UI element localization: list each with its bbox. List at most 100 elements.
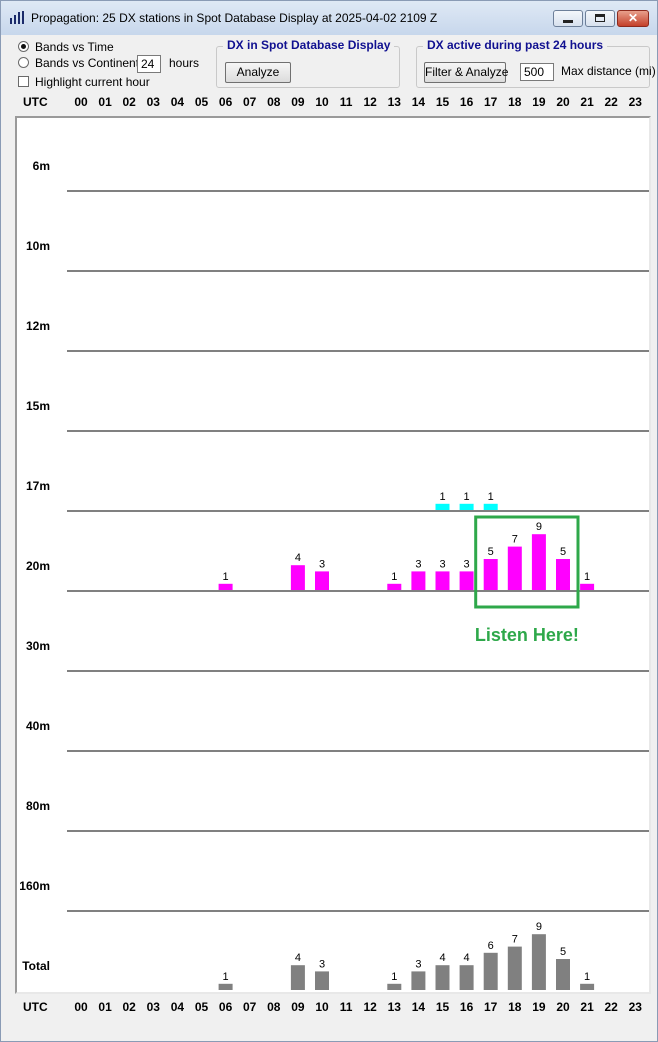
active-dx-group: DX active during past 24 hours (416, 38, 650, 88)
bar-Total-16 (459, 965, 474, 990)
hour-label-12: 12 (363, 1000, 377, 1014)
bar-value-20m-18: 7 (512, 534, 518, 546)
bar-20m-18 (507, 546, 522, 590)
hour-label-17: 17 (484, 1000, 498, 1014)
highlight-current-hour-label: Highlight current hour (35, 75, 150, 89)
bar-value-Total-15: 4 (439, 952, 445, 964)
hour-label-02: 02 (122, 1000, 136, 1014)
hour-label-17: 17 (484, 95, 498, 109)
bar-17m-16 (459, 503, 474, 510)
hour-label-06: 06 (218, 95, 233, 109)
bar-20m-06 (218, 583, 233, 590)
utc-label-top: UTC (23, 95, 48, 109)
bar-value-17m-15: 1 (439, 491, 445, 503)
band-label-20m: 20m (26, 559, 50, 573)
hour-label-18: 18 (508, 1000, 522, 1014)
bands-vs-time-label: Bands vs Time (35, 40, 114, 54)
hour-label-00: 00 (74, 95, 88, 109)
bar-value-20m-19: 9 (536, 521, 542, 533)
max-distance-input[interactable] (520, 63, 554, 81)
bar-value-20m-16: 3 (464, 558, 470, 570)
hour-label-11: 11 (339, 95, 353, 109)
hour-label-03: 03 (146, 95, 160, 109)
bar-Total-10 (315, 971, 329, 990)
bar-value-Total-16: 4 (464, 952, 470, 964)
minimize-button[interactable] (553, 10, 583, 27)
utc-hour-header-top: UTC 00 01 02 03 04 05 06 07 08 09 10 11 12 13 14 15 16 17… (1, 92, 657, 112)
hour-label-05: 05 (194, 95, 209, 109)
bar-value-Total-21: 1 (584, 971, 590, 983)
title-bar[interactable]: Propagation: 25 DX stations in Spot Data… (1, 1, 657, 35)
bar-value-Total-14: 3 (415, 958, 421, 970)
bands-vs-time-radio[interactable] (18, 41, 29, 52)
bar-20m-17 (483, 559, 498, 590)
hour-label-13: 13 (387, 1000, 401, 1014)
bar-Total-13 (387, 983, 402, 990)
maximize-icon (595, 14, 605, 22)
hour-label-04: 04 (170, 1000, 185, 1014)
bar-value-17m-16: 1 (464, 491, 470, 503)
bands-vs-continents-label: Bands vs Continents (35, 56, 146, 70)
propagation-chart: 6m 10m 12m 15m 17m 20m 30m 40m 80m 160m Total 1 1 1 1 4… (15, 116, 651, 994)
hour-label-04: 04 (170, 95, 185, 109)
hour-label-05: 05 (194, 1000, 209, 1014)
band-label-30m: 30m (26, 639, 50, 653)
propagation-chart-svg: 6m 10m 12m 15m 17m 20m 30m 40m 80m 160m Total 1 1 1 1 4… (19, 159, 649, 990)
band-label-40m: 40m (26, 719, 50, 733)
hour-label-14: 14 (411, 1000, 426, 1014)
bar-Total-17 (483, 952, 498, 990)
hour-label-23: 23 (628, 95, 642, 109)
hour-label-22: 22 (604, 95, 618, 109)
bar-value-20m-20: 5 (560, 546, 566, 558)
bar-20m-15 (435, 571, 450, 590)
hour-label-12: 12 (363, 95, 377, 109)
spot-database-group-title: DX in Spot Database Display (223, 38, 395, 52)
bar-20m-13 (387, 583, 402, 590)
bar-value-Total-17: 6 (488, 940, 494, 952)
bar-value-Total-19: 9 (536, 921, 542, 933)
hour-label-16: 16 (459, 1000, 474, 1014)
listen-here-label: Listen Here! (475, 625, 579, 645)
hour-label-01: 01 (98, 95, 112, 109)
window-title: Propagation: 25 DX stations in Spot Data… (31, 11, 438, 25)
hour-label-00: 00 (74, 1000, 88, 1014)
hour-label-08: 08 (267, 1000, 281, 1014)
bar-value-Total-20: 5 (560, 946, 566, 958)
hour-label-15: 15 (435, 1000, 450, 1014)
hour-label-02: 02 (122, 95, 136, 109)
bar-value-20m-09: 4 (295, 552, 301, 564)
bar-20m-09 (290, 565, 305, 590)
bar-value-20m-21: 1 (584, 571, 590, 583)
hour-label-19: 19 (532, 1000, 546, 1014)
highlight-current-hour-checkbox[interactable] (18, 76, 29, 87)
bar-value-17m-17: 1 (488, 491, 494, 503)
band-label-80m: 80m (26, 799, 50, 813)
analyze-button[interactable]: Analyze (225, 62, 291, 83)
band-label-15m: 15m (26, 399, 50, 413)
hour-label-20: 20 (556, 95, 570, 109)
hour-label-07: 07 (243, 95, 257, 109)
bar-value-20m-13: 1 (391, 571, 397, 583)
bar-20m-21 (580, 583, 595, 590)
hour-label-10: 10 (315, 95, 329, 109)
filter-analyze-button[interactable]: Filter & Analyze (424, 62, 508, 83)
spot-database-group: DX in Spot Database Display (216, 38, 400, 88)
bar-Total-21 (580, 983, 595, 990)
bands-vs-continents-radio[interactable] (18, 57, 29, 68)
close-button[interactable]: ✕ (617, 10, 649, 27)
bar-Total-20 (556, 959, 570, 990)
maximize-button[interactable] (585, 10, 615, 27)
bar-value-Total-09: 4 (295, 952, 301, 964)
hour-label-09: 09 (291, 1000, 305, 1014)
hour-label-03: 03 (146, 1000, 160, 1014)
hour-label-06: 06 (218, 1000, 233, 1014)
band-label-6m: 6m (33, 159, 50, 173)
bar-Total-18 (507, 946, 522, 990)
hours-input[interactable] (137, 55, 161, 73)
bar-value-20m-17: 5 (488, 546, 494, 558)
bar-20m-10 (315, 571, 329, 590)
hour-label-15: 15 (435, 95, 450, 109)
hour-label-20: 20 (556, 1000, 570, 1014)
hour-label-10: 10 (315, 1000, 329, 1014)
